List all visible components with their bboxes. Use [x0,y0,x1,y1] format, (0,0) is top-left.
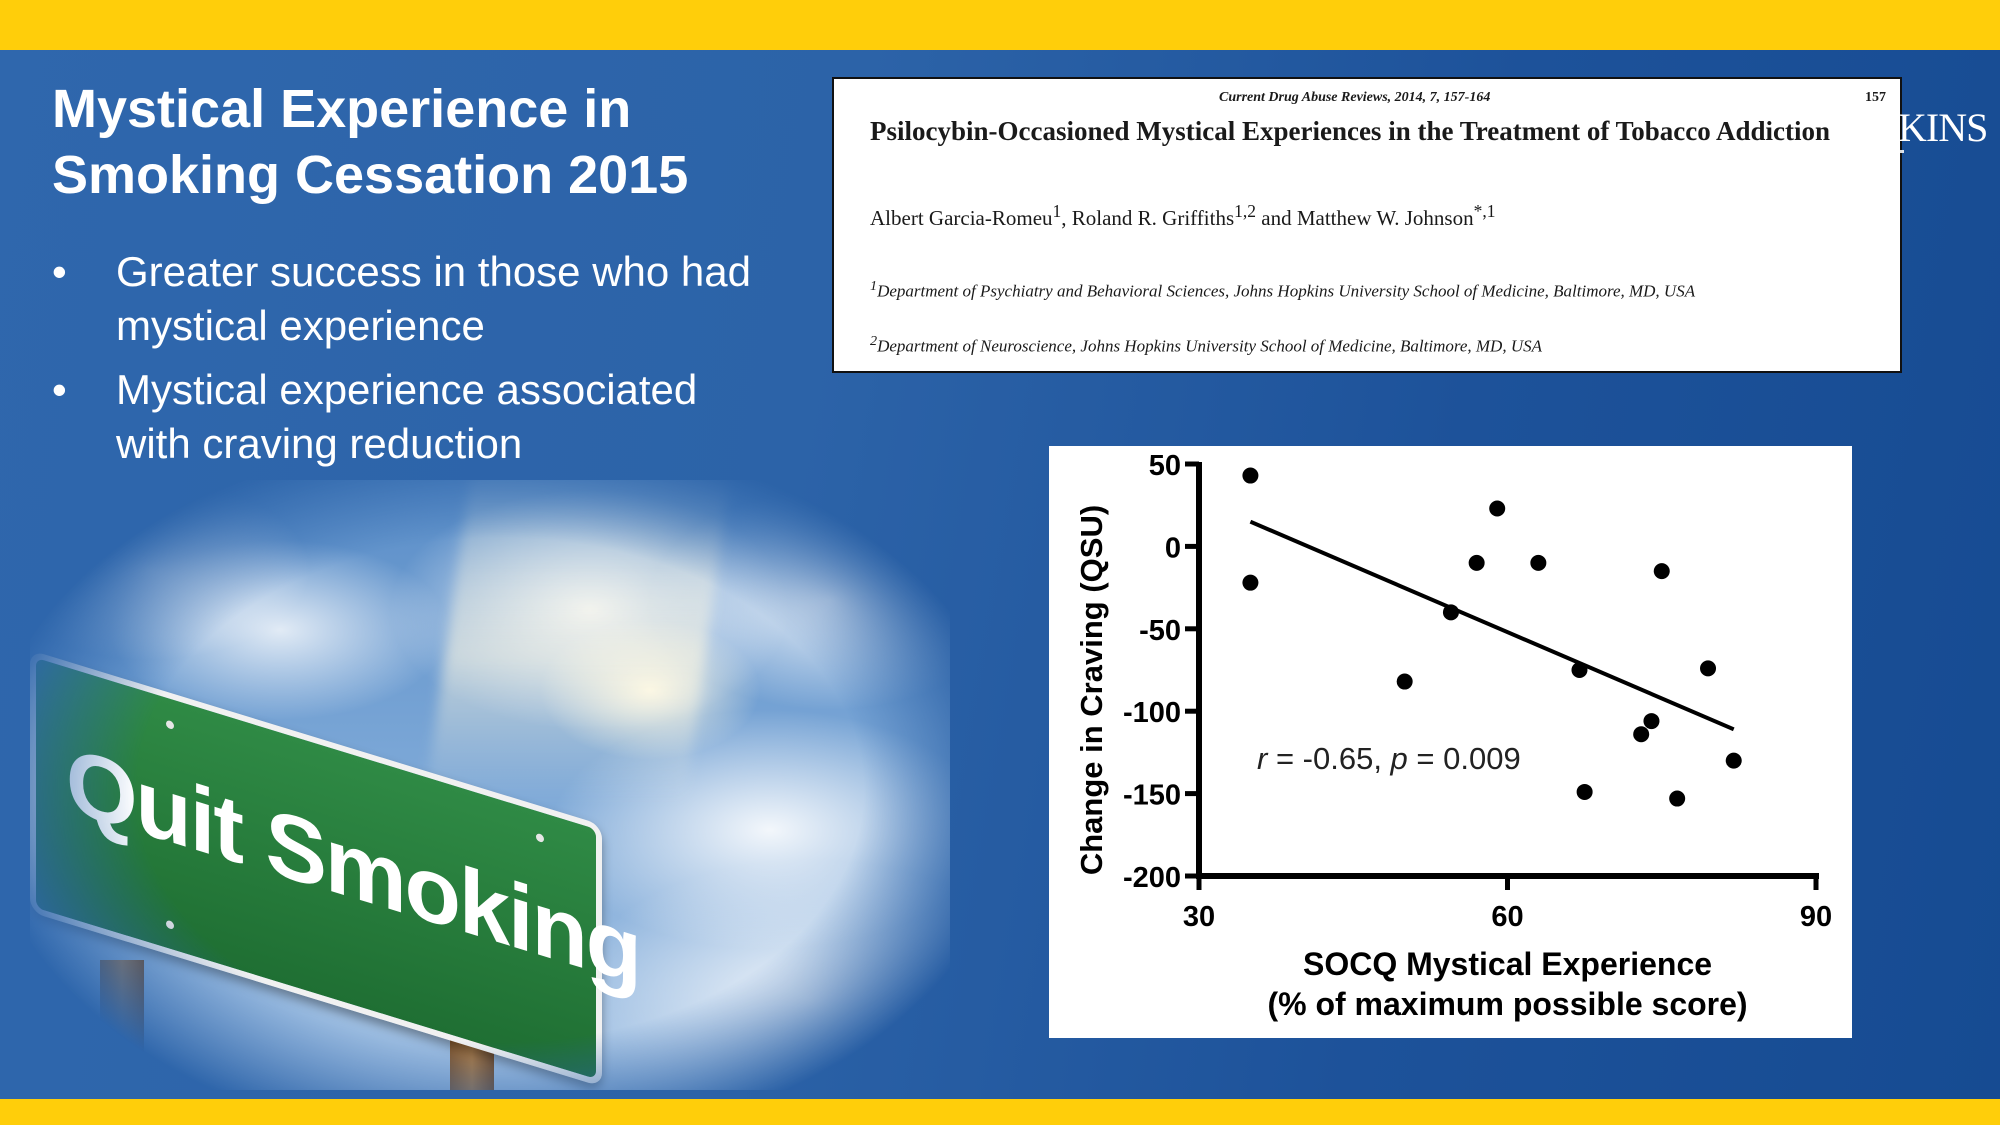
x-tick-label: 30 [1183,901,1215,933]
institution-logo-mark [1898,150,1904,153]
data-point [1633,726,1650,743]
annotation-part: r [1257,741,1269,776]
bullet-marker: • [52,366,67,413]
author-name: Albert Garcia-Romeu [870,206,1053,230]
author-name: , Roland R. Griffiths [1061,206,1235,230]
y-axis-label: Change in Craving (QSU) [1074,505,1109,875]
data-point [1468,554,1485,571]
data-point [1396,673,1413,690]
sign-post-left [100,960,144,1090]
bullet-list: • Greater success in those who had mysti… [52,245,782,481]
bullet-text: Greater success in those who had mystica… [116,248,752,349]
y-tick-label: 0 [1165,532,1181,564]
y-tick-label: -100 [1123,697,1181,729]
bullet-marker: • [52,248,67,295]
regression-line [1249,519,1735,732]
author-affiliation-mark: 1 [1052,201,1062,221]
affiliation-1: 1Department of Psychiatry and Behavioral… [870,275,1870,303]
sign-bolt [166,919,174,931]
y-tick-label: -50 [1139,615,1181,647]
bullet-item: • Greater success in those who had mysti… [52,245,782,353]
slide-title: Mystical Experience in Smoking Cessation… [52,79,689,205]
data-point [1725,752,1742,769]
data-point [1700,660,1717,677]
x-axis-label-units: (% of maximum possible score) [1267,986,1747,1022]
top-accent-bar [0,0,2000,50]
y-tick-label: 50 [1149,450,1181,482]
paper-header: Current Drug Abuse Reviews, 2014, 7, 157… [832,77,1902,373]
bottom-accent-bar [0,1099,2000,1125]
x-axis-label: SOCQ Mystical Experience [1303,946,1712,982]
data-point [1242,467,1259,484]
data-point [1530,554,1547,571]
sign-bolt [536,832,544,844]
scatter-chart: 50 0 -50 -100 -150 -200 30 60 90 SOCQ Mystical Ex… [1049,446,1852,1038]
bullet-item: • Mystical experience associated with cr… [52,363,782,471]
correlation-annotation: r = -0.65, p = 0.009 [1257,741,1521,776]
quit-smoking-photo: Quit Smoking [30,480,950,1090]
y-tick-label: -200 [1123,862,1181,894]
annotation-part: = -0.65, [1267,741,1390,776]
affiliation-text: Department of Psychiatry and Behavioral … [877,281,1696,301]
affiliation-text: Department of Neuroscience, Johns Hopkin… [877,336,1542,356]
x-tick-label: 90 [1800,901,1832,933]
x-tick-label: 60 [1491,901,1523,933]
data-point [1442,604,1459,621]
data-point [1653,563,1670,580]
author-affiliation-mark: *,1 [1473,201,1496,221]
sign-bolt [166,719,174,731]
data-point [1242,574,1259,591]
annotation-part: = 0.009 [1408,741,1521,776]
sun-rays [424,480,736,800]
journal-citation: Current Drug Abuse Reviews, 2014, 7, 157… [1219,90,1491,105]
author-affiliation-mark: 1,2 [1234,201,1257,221]
affiliation-2: 2Department of Neuroscience, Johns Hopki… [870,333,1870,357]
page-number: 157 [1865,90,1886,105]
bullet-text: Mystical experience associated with crav… [116,366,698,467]
paper-authors: Albert Garcia-Romeu1, Roland R. Griffith… [870,201,1495,231]
data-point [1571,662,1588,678]
author-name: and Matthew W. Johnson [1256,206,1474,230]
data-point [1576,783,1593,800]
data-point [1669,790,1686,807]
data-point [1643,713,1660,730]
affiliation-mark: 2 [870,333,878,349]
annotation-part: p [1390,741,1408,776]
institution-logo: KINS [1898,105,1988,150]
paper-title: Psilocybin-Occasioned Mystical Experienc… [870,116,1830,146]
affiliation-mark: 1 [870,278,878,294]
data-point [1489,500,1506,517]
y-tick-label: -150 [1123,780,1181,812]
